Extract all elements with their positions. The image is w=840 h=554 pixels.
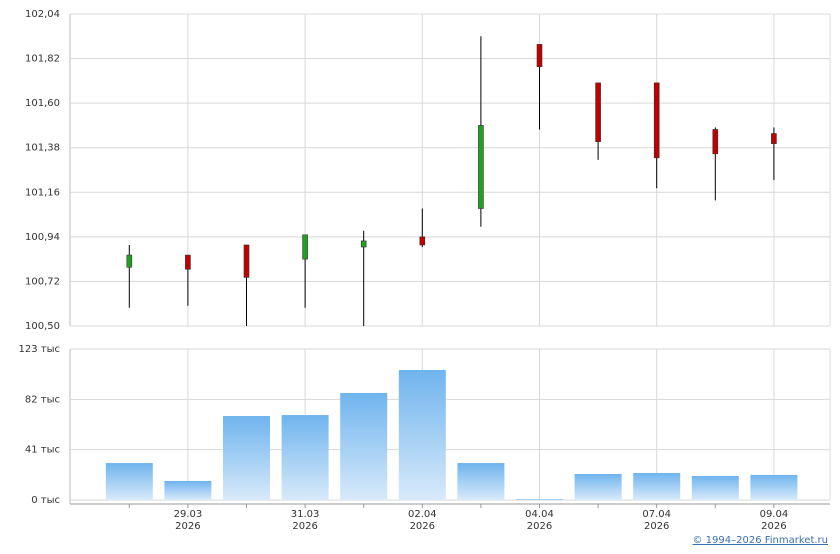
candle-body — [537, 44, 542, 66]
candle-body — [596, 83, 601, 142]
y-tick-label: 101,38 — [25, 143, 60, 154]
x-tick-label: 07.04 — [642, 509, 671, 520]
y-tick-label: 101,82 — [25, 54, 60, 65]
x-tick-year: 2026 — [410, 521, 435, 532]
x-tick-label: 09.04 — [760, 509, 789, 520]
candle-body — [654, 83, 659, 158]
candle-body — [478, 125, 483, 208]
volume-bar — [457, 463, 504, 500]
candle-body — [303, 235, 308, 259]
candle-body — [127, 255, 132, 267]
x-tick-year: 2026 — [175, 521, 200, 532]
y-tick-label: 100,72 — [25, 276, 60, 287]
candle-body — [771, 134, 776, 144]
candle-body — [185, 255, 190, 269]
volume-bar — [340, 393, 387, 500]
volume-bar — [516, 499, 563, 500]
x-tick-year: 2026 — [761, 521, 786, 532]
volume-bar — [399, 370, 446, 500]
volume-bar — [575, 474, 622, 500]
volume-bar — [282, 415, 329, 500]
volume-bar — [106, 463, 153, 500]
x-tick-label: 02.04 — [408, 509, 437, 520]
volume-bar — [692, 476, 739, 500]
candle-body — [420, 237, 425, 245]
y2-tick-label: 0 тыс — [31, 495, 60, 506]
x-tick-year: 2026 — [644, 521, 669, 532]
x-tick-year: 2026 — [292, 521, 317, 532]
y2-tick-label: 41 тыс — [25, 445, 60, 456]
candle-body — [361, 241, 366, 247]
volume-bar — [164, 481, 211, 500]
x-tick-label: 31.03 — [291, 509, 320, 520]
volume-bar — [750, 475, 797, 500]
y-tick-label: 100,94 — [25, 232, 60, 243]
y-tick-label: 100,50 — [25, 321, 60, 332]
candle-body — [244, 245, 249, 277]
y2-tick-label: 82 тыс — [25, 394, 60, 405]
candle-body — [713, 129, 718, 153]
x-tick-year: 2026 — [527, 521, 552, 532]
x-tick-label: 29.03 — [174, 509, 203, 520]
y-tick-label: 102,04 — [25, 9, 60, 20]
y-tick-label: 101,60 — [25, 98, 60, 109]
y2-tick-label: 123 тыс — [19, 344, 60, 355]
volume-bar — [633, 473, 680, 500]
copyright-link[interactable]: © 1994–2026 Finmarket.ru — [692, 535, 828, 546]
y-tick-label: 101,16 — [25, 187, 60, 198]
volume-bar — [223, 416, 270, 500]
x-tick-label: 04.04 — [525, 509, 554, 520]
